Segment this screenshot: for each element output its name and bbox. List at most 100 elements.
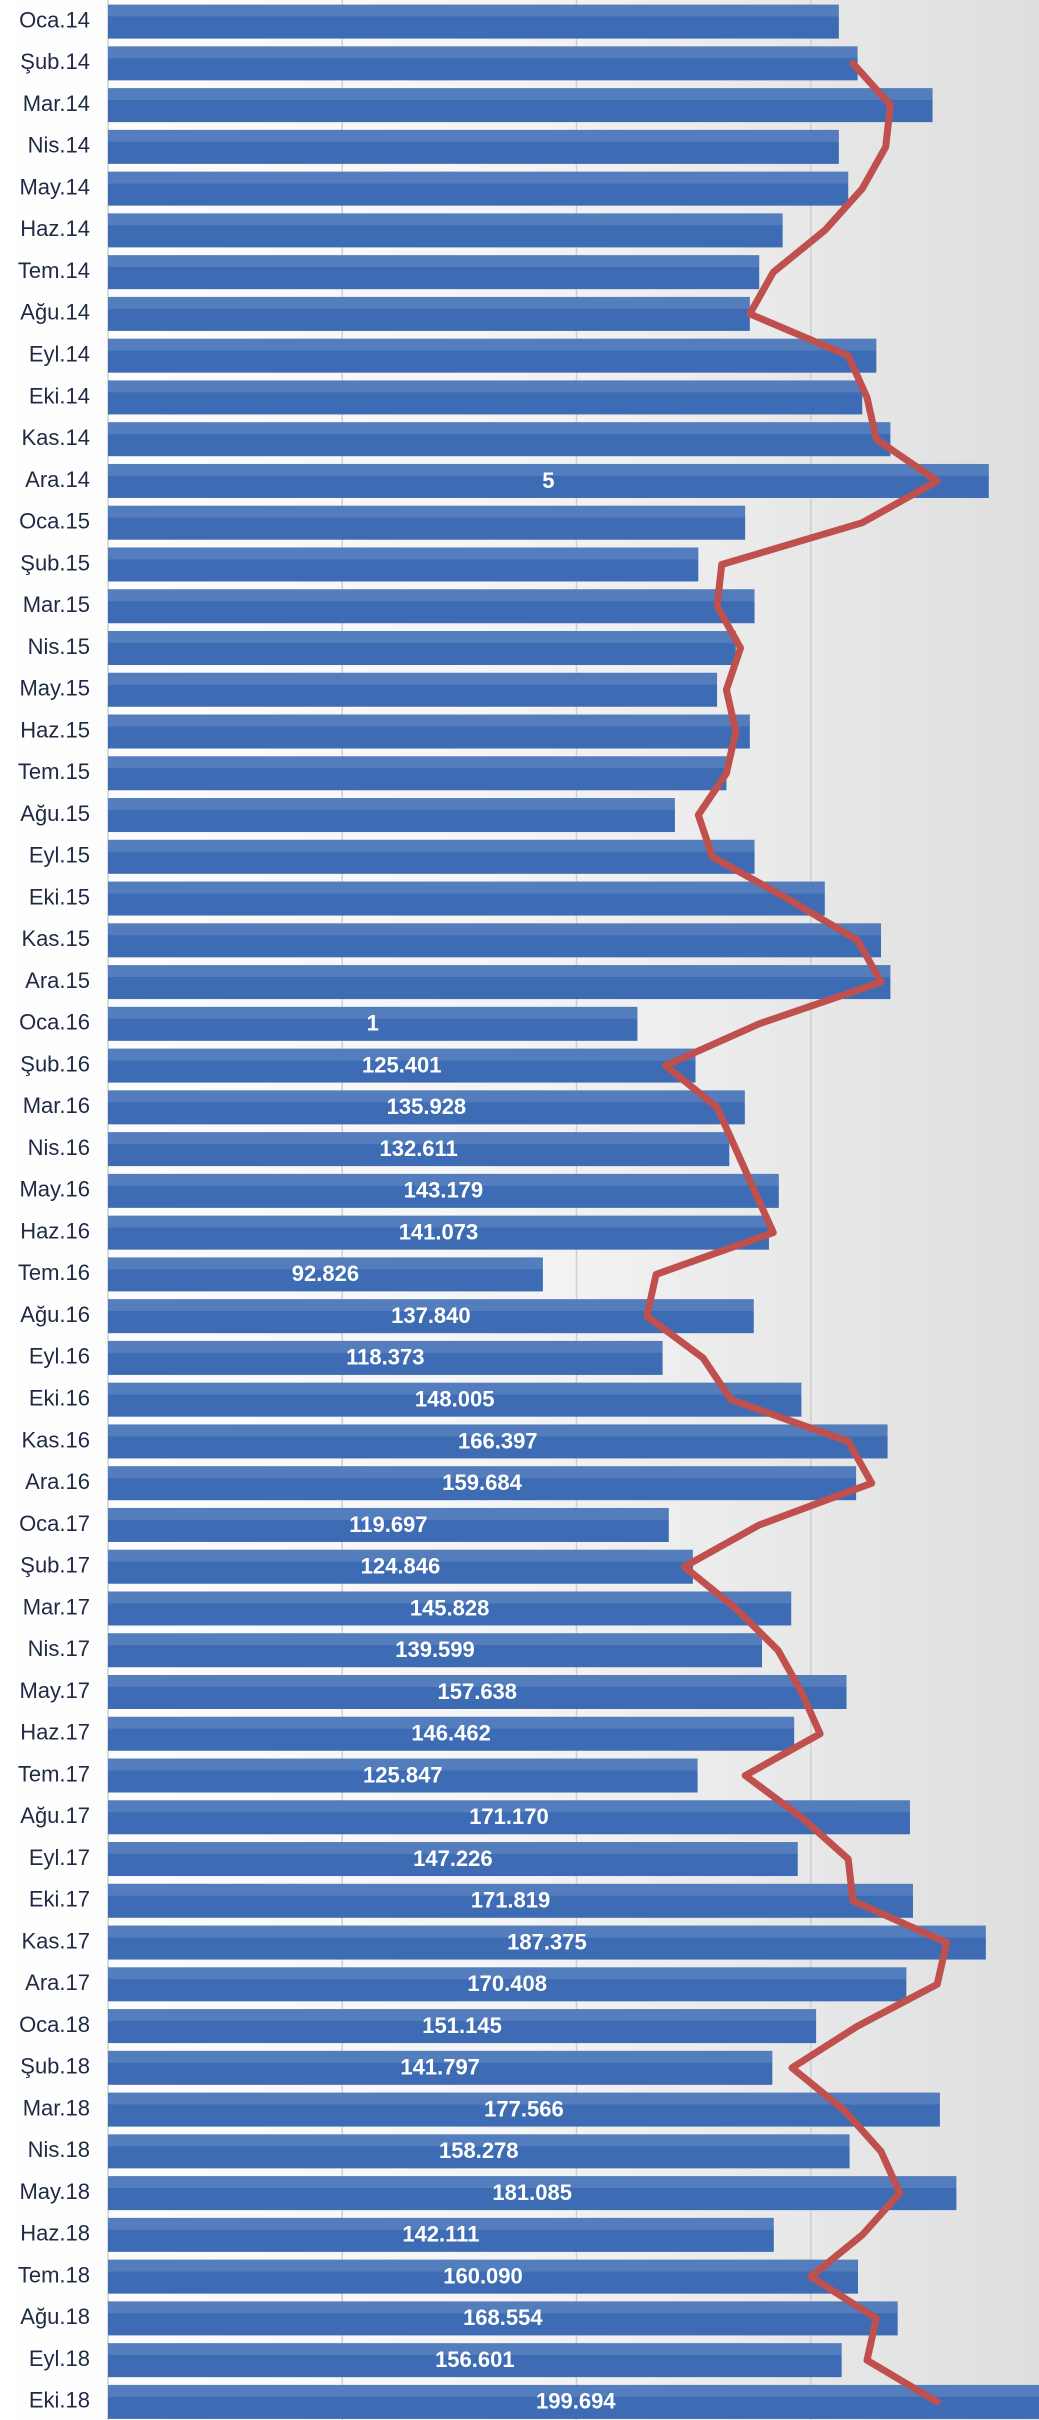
bar	[108, 255, 760, 290]
bar-group	[108, 547, 699, 582]
data-label: 187.375	[507, 1929, 587, 1954]
bar-group	[108, 2259, 859, 2294]
bar-highlight	[108, 1090, 745, 1103]
bar-group	[108, 2009, 817, 2044]
bar	[108, 213, 783, 248]
bar-highlight	[108, 463, 989, 476]
bar	[108, 1173, 779, 1208]
y-tick-label: Şub.14	[20, 49, 90, 74]
y-tick-label: Eki.18	[29, 2388, 90, 2413]
bar-group	[108, 88, 933, 123]
y-tick-label: Ara.16	[25, 1469, 90, 1494]
bar-group	[108, 965, 891, 1000]
y-tick-label: Eki.17	[29, 1887, 90, 1912]
bar-highlight	[108, 2343, 842, 2356]
y-tick-label: Eki.14	[29, 383, 90, 408]
bar-highlight	[108, 1382, 802, 1395]
data-label: 118.373	[346, 1345, 424, 1370]
y-tick-label: Tem.15	[18, 759, 90, 784]
bar-group	[108, 881, 825, 916]
y-tick-label: Şub.16	[20, 1051, 90, 1076]
bar-group	[108, 1591, 792, 1626]
y-tick-label: Kas.14	[22, 425, 91, 450]
bar-highlight	[108, 1257, 543, 1270]
bar-highlight	[108, 505, 746, 518]
bar-highlight	[108, 2217, 774, 2230]
bar	[108, 631, 736, 665]
y-tick-label: Eki.16	[29, 1385, 90, 1410]
data-label: 168.554	[463, 2305, 543, 2330]
data-label: 137.840	[391, 1303, 471, 1328]
y-tick-label: Nis.14	[28, 133, 90, 158]
bar	[108, 965, 891, 1000]
y-tick-label: Tem.18	[18, 2262, 90, 2287]
bar-group	[108, 1340, 663, 1375]
y-tick-label: May.14	[19, 174, 90, 199]
bar	[108, 2050, 773, 2085]
data-label: 170.408	[467, 1971, 547, 1996]
bar-group	[108, 1424, 888, 1459]
bar	[108, 46, 858, 81]
bar-highlight	[108, 1006, 638, 1019]
bar-group	[108, 589, 755, 624]
bar-highlight	[108, 798, 675, 810]
y-tick-label: Haz.18	[20, 2221, 90, 2246]
bar-group	[108, 296, 750, 331]
y-tick-label: Ağu.15	[20, 801, 90, 826]
data-label: 119.697	[349, 1512, 427, 1537]
bar	[108, 2259, 859, 2294]
bar	[108, 839, 755, 874]
data-label: 158.278	[439, 2138, 519, 2163]
y-tick-label: Mar.16	[23, 1093, 90, 1118]
bar-highlight	[108, 1591, 792, 1604]
bar-group	[108, 1716, 795, 1751]
bar	[108, 2009, 817, 2044]
data-label: 125.401	[362, 1052, 442, 1077]
y-tick-label: Kas.17	[22, 1928, 91, 1953]
bar	[108, 1675, 847, 1709]
bar-highlight	[108, 1925, 986, 1938]
bar-group	[108, 2343, 842, 2378]
bar-highlight	[108, 171, 849, 184]
bar	[108, 505, 746, 540]
bar-highlight	[108, 422, 891, 435]
bar-group	[108, 2176, 957, 2211]
bar	[108, 1591, 792, 1626]
data-label: 148.005	[415, 1386, 495, 1411]
y-tick-label: Ara.17	[25, 1970, 90, 1995]
bar-group	[108, 923, 882, 958]
bar	[108, 2217, 774, 2252]
bar-group	[108, 1883, 913, 1918]
bar-highlight	[108, 338, 877, 351]
bar-highlight	[108, 296, 750, 309]
bar-highlight	[108, 1633, 763, 1646]
bar-highlight	[108, 46, 858, 59]
bar	[108, 1466, 857, 1501]
y-tick-label: Eyl.15	[29, 843, 90, 868]
y-tick-label: Haz.15	[20, 717, 90, 742]
bar-group	[108, 839, 755, 874]
y-tick-label: Nis.17	[28, 1636, 90, 1661]
bar-highlight	[108, 1883, 913, 1896]
bar-highlight	[108, 1507, 669, 1520]
bar-highlight	[108, 1675, 847, 1687]
bar-group	[108, 338, 877, 373]
bar	[108, 1549, 693, 1584]
bar	[108, 1132, 730, 1167]
y-tick-label: Tem.16	[18, 1260, 90, 1285]
data-label: 199.694	[536, 2389, 616, 2414]
bar-highlight	[108, 1424, 888, 1437]
data-label: 141.073	[399, 1219, 479, 1244]
data-label: 142.111	[402, 2222, 479, 2247]
bar-group	[108, 129, 839, 164]
y-tick-label: Ağu.14	[20, 300, 90, 325]
y-tick-label: Ağu.18	[20, 2304, 90, 2329]
bar-group	[108, 1173, 779, 1208]
y-tick-label: Eyl.16	[29, 1344, 90, 1369]
y-tick-label: Oca.16	[19, 1010, 90, 1035]
bar-group	[108, 672, 718, 707]
bar-highlight	[108, 2009, 817, 2021]
bar	[108, 296, 750, 331]
bar	[108, 338, 877, 373]
